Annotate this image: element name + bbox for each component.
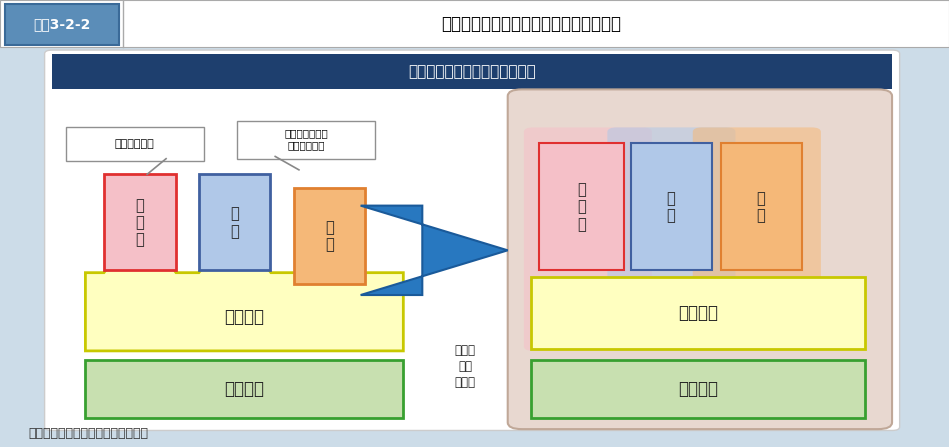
FancyBboxPatch shape (45, 50, 900, 430)
FancyBboxPatch shape (104, 174, 176, 270)
FancyBboxPatch shape (85, 360, 403, 418)
FancyBboxPatch shape (9, 49, 940, 438)
FancyBboxPatch shape (5, 4, 119, 45)
Text: 生活困窮: 生活困窮 (679, 304, 718, 322)
FancyBboxPatch shape (531, 277, 865, 349)
FancyBboxPatch shape (0, 0, 949, 47)
Text: 障
害: 障 害 (666, 191, 676, 223)
Text: 生活保護: 生活保護 (679, 380, 718, 398)
FancyBboxPatch shape (52, 54, 892, 89)
FancyBboxPatch shape (524, 127, 652, 351)
Text: 高
齢: 高 齢 (326, 220, 334, 252)
Text: 子
ど
も: 子 ど も (577, 182, 586, 232)
FancyBboxPatch shape (66, 127, 204, 161)
FancyBboxPatch shape (693, 127, 821, 351)
FancyBboxPatch shape (631, 143, 712, 270)
FancyBboxPatch shape (531, 360, 865, 418)
Text: 重層的支援体制整備事業の意義: 重層的支援体制整備事業の意義 (408, 64, 535, 79)
FancyBboxPatch shape (721, 143, 802, 270)
Polygon shape (85, 248, 403, 351)
Text: 複合的な課題: 複合的な課題 (115, 139, 155, 149)
Text: 子
ど
も: 子 ど も (136, 198, 144, 248)
Polygon shape (361, 206, 508, 295)
Text: 資料：厚生労働省社会・援護局作成: 資料：厚生労働省社会・援護局作成 (28, 427, 148, 440)
FancyBboxPatch shape (237, 121, 375, 159)
Text: 高
齢: 高 齢 (756, 191, 766, 223)
FancyBboxPatch shape (294, 188, 365, 284)
Text: 関係性の貧困／
狭間のニーズ: 関係性の貧困／ 狭間のニーズ (285, 128, 328, 151)
FancyBboxPatch shape (199, 174, 270, 270)
Text: 図表3-2-2: 図表3-2-2 (33, 17, 90, 31)
Text: 生活困窮: 生活困窮 (224, 308, 264, 326)
FancyBboxPatch shape (539, 143, 624, 270)
Text: 新たな
事業
移行後: 新たな 事業 移行後 (455, 344, 475, 389)
Text: 生活保護: 生活保護 (224, 380, 264, 398)
Text: 重層的支援体制整備事業と他制度の関係: 重層的支援体制整備事業と他制度の関係 (441, 15, 622, 33)
FancyBboxPatch shape (508, 89, 892, 429)
FancyBboxPatch shape (607, 127, 735, 351)
Text: 障
害: 障 害 (231, 207, 239, 239)
